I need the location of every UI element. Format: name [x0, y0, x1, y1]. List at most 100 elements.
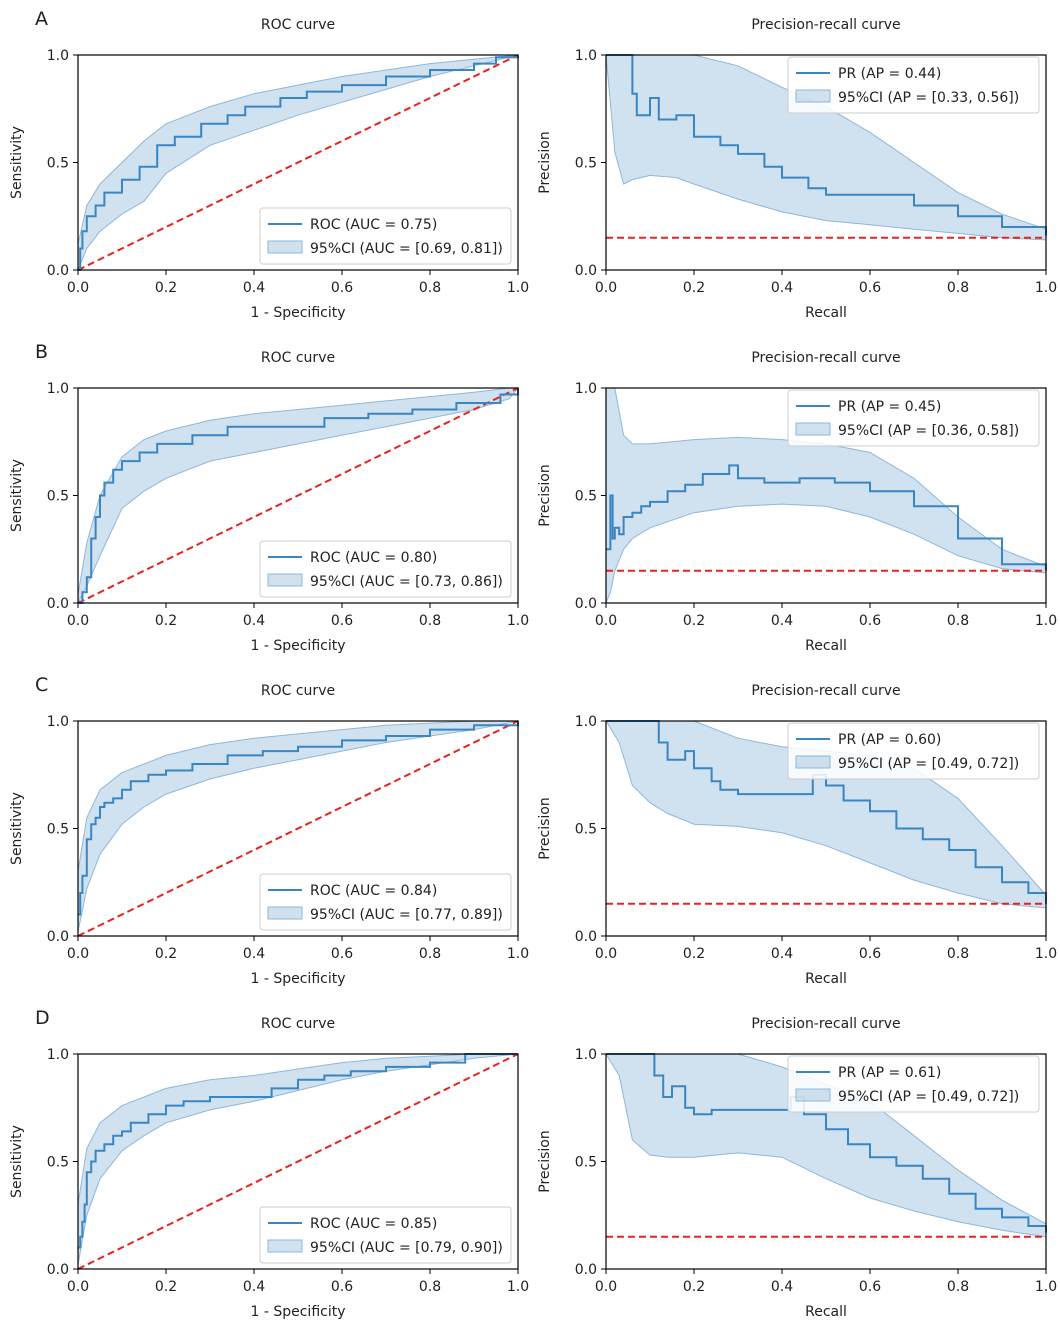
ci-band	[77, 387, 520, 604]
legend-band-swatch	[795, 422, 831, 436]
chart-title: ROC curve	[261, 350, 335, 366]
chart-title: ROC curve	[261, 683, 335, 699]
x-axis-label: 1 - Specificity	[250, 971, 345, 987]
legend-entry: 95%CI (AUC = [0.77, 0.89])	[310, 907, 503, 923]
y-axis-label: Precision	[537, 464, 553, 526]
x-tick-label: 0.8	[419, 280, 441, 296]
legend-band-swatch	[267, 906, 303, 920]
chart-title: ROC curve	[261, 17, 335, 33]
curve-line	[606, 720, 1047, 904]
legend-entry: PR (AP = 0.45)	[838, 399, 941, 415]
x-tick-label: 0.4	[771, 1279, 793, 1295]
legend-entry: PR (AP = 0.44)	[838, 66, 941, 82]
y-tick-label: 1.0	[575, 714, 597, 730]
x-tick-label: 0.0	[595, 946, 617, 962]
legend-entry: PR (AP = 0.60)	[838, 732, 941, 748]
chart-title: ROC curve	[261, 1016, 335, 1032]
chart-title: Precision-recall curve	[751, 17, 900, 33]
legend-box	[259, 1206, 512, 1264]
y-tick-label: 0.0	[47, 1262, 69, 1278]
y-tick-label: 1.0	[47, 714, 69, 730]
chart-d-roc: D ROC curve 0.0 0.2 0.4 0.6 0.8 1.0 0.0 0.5 1.0 1 -…	[9, 1007, 529, 1320]
x-tick-label: 1.0	[507, 280, 529, 296]
chart-c-pr: Precision-recall curve 0.0 0.2 0.4 0.6 0.8 1.0…	[537, 683, 1057, 987]
x-tick-label: 0.6	[859, 946, 881, 962]
y-tick-label: 0.0	[575, 596, 597, 612]
y-axis-label: Sensitivity	[9, 792, 25, 865]
legend-entry: 95%CI (AP = [0.36, 0.58])	[838, 423, 1019, 439]
y-axis-label: Precision	[537, 797, 553, 859]
chance-line	[77, 387, 519, 604]
legend-entry: PR (AP = 0.61)	[838, 1065, 941, 1081]
legend-box	[787, 389, 1040, 447]
x-axis-label: Recall	[805, 305, 847, 321]
y-tick-label: 0.5	[575, 156, 597, 172]
chart-b-pr: Precision-recall curve 0.0 0.2 0.4 0.6 0.8 1.0…	[537, 350, 1057, 654]
curve-line	[606, 1053, 1047, 1233]
y-tick-label: 1.0	[47, 1047, 69, 1063]
x-tick-label: 0.2	[683, 280, 705, 296]
legend-box	[787, 1055, 1040, 1113]
x-tick-label: 0.8	[947, 613, 969, 629]
ci-band	[77, 1053, 519, 1265]
x-tick-label: 0.6	[331, 1279, 353, 1295]
legend-entry: ROC (AUC = 0.85)	[310, 1216, 437, 1232]
x-tick-label: 0.8	[947, 280, 969, 296]
x-tick-label: 0.0	[595, 1279, 617, 1295]
x-tick-label: 0.0	[67, 1279, 89, 1295]
x-tick-label: 0.0	[67, 613, 89, 629]
x-tick-label: 0.4	[771, 280, 793, 296]
y-axis-label: Sensitivity	[9, 459, 25, 532]
x-tick-label: 1.0	[1035, 946, 1057, 962]
x-axis-label: 1 - Specificity	[250, 638, 345, 654]
x-tick-label: 0.2	[155, 613, 177, 629]
curve-line	[606, 54, 1047, 236]
x-tick-label: 0.8	[419, 1279, 441, 1295]
chance-line	[77, 720, 519, 937]
x-tick-label: 0.6	[331, 280, 353, 296]
legend-band-swatch	[267, 573, 303, 587]
panel-letter: A	[35, 8, 48, 30]
legend-entry: ROC (AUC = 0.75)	[310, 217, 437, 233]
chart-a-pr: Precision-recall curve 0.0 0.2 0.4 0.6 0.8 1.0…	[537, 17, 1057, 321]
y-tick-label: 0.5	[575, 1155, 597, 1171]
legend-entry: 95%CI (AUC = [0.73, 0.86])	[310, 574, 503, 590]
curve-line	[78, 721, 519, 916]
x-tick-label: 0.4	[243, 946, 265, 962]
panel-letter: B	[35, 341, 48, 363]
y-tick-label: 0.5	[47, 156, 69, 172]
y-tick-label: 0.5	[575, 489, 597, 505]
chart-c-roc: C ROC curve 0.0 0.2 0.4 0.6 0.8 1.0 0.0 0.5 1.0 1 -…	[9, 674, 529, 987]
chart-d-pr: Precision-recall curve 0.0 0.2 0.4 0.6 0.8 1.0…	[537, 1016, 1057, 1320]
y-tick-label: 0.0	[575, 1262, 597, 1278]
panel-letter: C	[35, 674, 48, 696]
x-tick-label: 1.0	[1035, 1279, 1057, 1295]
y-tick-label: 0.0	[47, 596, 69, 612]
x-tick-label: 0.4	[771, 946, 793, 962]
legend-box	[259, 540, 512, 598]
x-tick-label: 0.4	[771, 613, 793, 629]
y-tick-label: 1.0	[575, 381, 597, 397]
y-tick-label: 0.0	[47, 263, 69, 279]
chart-a-roc: A ROC curve 0.0 0.2 0.4 0.6 0.8 1.0 0.0 0.5 1.0 1 -…	[9, 8, 529, 321]
y-tick-label: 0.5	[47, 1155, 69, 1171]
curve-line	[78, 388, 519, 604]
legend-box	[787, 56, 1040, 114]
y-tick-label: 0.5	[575, 822, 597, 838]
x-tick-label: 1.0	[1035, 613, 1057, 629]
legend-band-swatch	[267, 240, 303, 254]
x-tick-label: 1.0	[507, 613, 529, 629]
x-tick-label: 0.2	[155, 1279, 177, 1295]
x-tick-label: 0.6	[859, 613, 881, 629]
x-tick-label: 1.0	[507, 946, 529, 962]
chart-title: Precision-recall curve	[751, 683, 900, 699]
x-tick-label: 1.0	[507, 1279, 529, 1295]
y-tick-label: 1.0	[575, 1047, 597, 1063]
x-tick-label: 0.4	[243, 280, 265, 296]
x-axis-label: Recall	[805, 1304, 847, 1320]
x-axis-label: Recall	[805, 971, 847, 987]
legend-band-swatch	[795, 755, 831, 769]
legend-entry: 95%CI (AP = [0.33, 0.56])	[838, 90, 1019, 106]
x-tick-label: 0.4	[243, 1279, 265, 1295]
legend-entry: ROC (AUC = 0.80)	[310, 550, 437, 566]
